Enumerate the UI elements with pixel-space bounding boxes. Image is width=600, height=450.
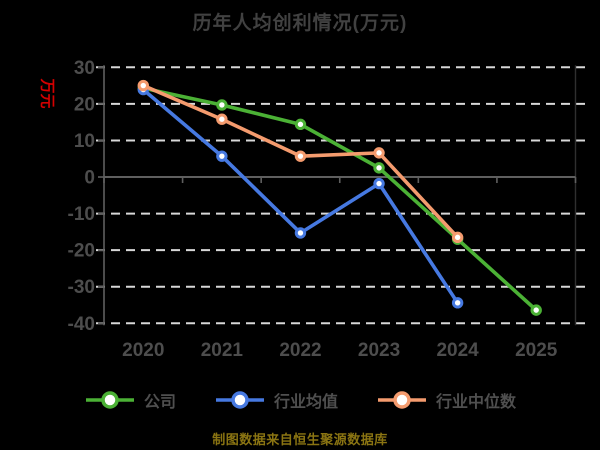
chart-title: 历年人均创利情况(万元) xyxy=(192,13,408,34)
data-point-marker xyxy=(137,79,149,92)
legend-label-company: 公司 xyxy=(143,394,176,411)
data-point-marker xyxy=(373,177,385,190)
data-point-marker xyxy=(294,118,307,131)
data-point-marker xyxy=(216,99,228,111)
data-point-marker xyxy=(216,150,228,162)
company-line-marker-icon xyxy=(85,391,134,409)
x-tick-label: 2022 xyxy=(279,340,321,361)
x-tick-label: 2024 xyxy=(436,340,479,361)
y-tick-label: 20 xyxy=(74,94,95,115)
x-tick-label: 2023 xyxy=(358,340,400,361)
legend: 公司 行业均值 行业中位数 xyxy=(0,388,600,412)
data-point-marker xyxy=(373,147,385,159)
source-note: 制图数据来自恒生聚源数据库 xyxy=(212,432,388,447)
industry-median-line-marker-icon xyxy=(378,391,426,409)
y-tick-label: -40 xyxy=(68,314,95,335)
data-point-marker xyxy=(451,231,464,244)
data-point-marker xyxy=(451,297,464,309)
legend-item-industry-mean: 行业均值 xyxy=(214,388,338,412)
y-tick-label: 0 xyxy=(84,168,95,189)
y-tick-label: -20 xyxy=(68,241,95,262)
legend-label-industry-median: 行业中位数 xyxy=(436,394,517,411)
y-tick-label: 10 xyxy=(74,131,95,152)
data-point-marker xyxy=(216,113,228,125)
y-tick-label: -30 xyxy=(68,277,95,298)
data-point-marker xyxy=(294,150,307,162)
legend-item-company: 公司 xyxy=(84,388,176,412)
y-tick-label: 30 xyxy=(74,58,95,79)
data-point-marker xyxy=(294,227,307,239)
x-tick-label: 2021 xyxy=(201,340,244,361)
legend-label-industry-mean: 行业均值 xyxy=(273,394,338,411)
y-tick-label: -10 xyxy=(68,204,95,225)
x-tick-label: 2025 xyxy=(515,340,558,361)
data-point-marker xyxy=(530,304,542,316)
legend-item-industry-median: 行业中位数 xyxy=(376,388,516,412)
data-point-marker xyxy=(373,162,385,174)
industry-mean-line-marker-icon xyxy=(215,391,264,409)
series-line xyxy=(141,86,539,312)
x-tick-label: 2020 xyxy=(122,340,164,361)
